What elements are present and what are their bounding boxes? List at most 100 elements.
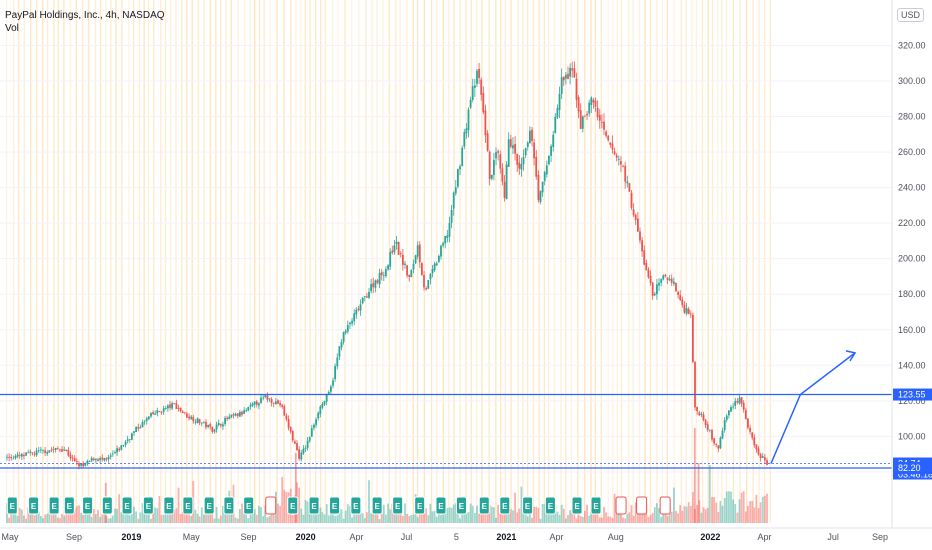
volume-bar	[613, 493, 616, 523]
volume-bar	[14, 510, 17, 523]
volume-bar	[764, 495, 766, 523]
earnings-marker	[287, 496, 299, 515]
candle	[344, 330, 347, 333]
volume-bar	[753, 507, 756, 523]
volume-bar	[351, 517, 353, 523]
session-band	[263, 0, 265, 523]
volume-bar	[262, 516, 265, 523]
candle	[399, 253, 402, 255]
volume-bar	[416, 517, 419, 523]
volume-label[interactable]: Vol	[5, 23, 19, 34]
candle	[351, 320, 353, 324]
volume-bar	[744, 511, 747, 523]
volume-bar	[346, 504, 349, 523]
candle	[245, 410, 248, 412]
candle	[694, 362, 696, 408]
volume-bar	[236, 518, 239, 523]
candle	[283, 406, 286, 416]
volume-bar	[497, 504, 499, 523]
candle	[670, 278, 673, 283]
candle	[107, 457, 110, 460]
candle	[560, 77, 563, 94]
volume-bar	[76, 506, 78, 523]
volume-bar	[402, 516, 404, 523]
earnings-marker	[615, 496, 627, 515]
volume-bar	[211, 512, 214, 523]
earnings-marker	[522, 496, 534, 515]
candle	[440, 245, 442, 257]
volume-bar	[355, 514, 358, 523]
candle	[766, 460, 768, 465]
volume-bar	[507, 511, 510, 523]
volume-bar	[571, 506, 574, 523]
candle	[664, 274, 667, 277]
candle	[480, 79, 483, 95]
volume-bar	[452, 504, 455, 523]
symbol-title[interactable]: PayPal Holdings, Inc., 4h, NASDAQ	[5, 10, 165, 21]
volume-bar	[454, 503, 457, 523]
currency-button[interactable]: USD	[896, 8, 924, 22]
volume-bar	[270, 508, 273, 523]
volume-bar	[382, 504, 385, 523]
candle	[349, 322, 351, 325]
y-tick-label: 200.00	[898, 254, 926, 264]
candle	[298, 449, 300, 459]
candle	[86, 460, 89, 464]
candle	[158, 411, 161, 413]
x-tick-label: 2021	[496, 532, 516, 542]
candle	[186, 413, 188, 418]
volume-bar	[306, 501, 309, 523]
candle	[565, 74, 567, 79]
candle	[325, 394, 328, 402]
candle	[321, 403, 324, 408]
volume-bar	[97, 509, 99, 523]
earnings-marker-label: E	[51, 502, 57, 511]
candle	[465, 128, 468, 134]
candle	[313, 424, 315, 428]
candle	[287, 419, 290, 428]
candle	[702, 414, 705, 420]
x-tick-label: Apr	[350, 532, 364, 542]
session-band	[459, 0, 461, 523]
candle	[700, 414, 703, 415]
volume-bar	[588, 515, 591, 523]
earnings-marker	[203, 496, 215, 515]
candle	[397, 242, 400, 255]
volume-bar	[509, 509, 512, 523]
candle	[548, 155, 550, 165]
volume-bar	[78, 505, 80, 523]
volume-bar	[313, 513, 315, 523]
candle	[490, 175, 493, 179]
candle	[588, 102, 591, 114]
candle	[241, 411, 243, 415]
candle	[484, 110, 487, 136]
candle	[571, 68, 574, 71]
candle	[641, 240, 643, 252]
candle	[637, 218, 639, 232]
volume-bar	[524, 509, 527, 523]
y-tick-label: 220.00	[898, 218, 926, 228]
session-band	[620, 0, 623, 523]
session-band	[105, 0, 107, 523]
earnings-marker	[142, 496, 154, 515]
session-band	[680, 0, 683, 523]
candle	[524, 148, 527, 156]
earnings-marker	[590, 496, 602, 515]
session-band	[721, 0, 723, 523]
session-band	[121, 0, 123, 523]
volume-bar	[715, 502, 718, 523]
candle	[213, 429, 216, 432]
candle	[429, 273, 432, 280]
candle	[368, 291, 370, 298]
volume-bar	[194, 509, 197, 523]
candle	[577, 97, 580, 112]
resistance-tag	[893, 388, 932, 401]
candle	[685, 308, 688, 314]
candle	[128, 439, 131, 440]
session-band	[99, 0, 102, 523]
candle	[120, 445, 123, 450]
session-band	[500, 0, 502, 523]
volume-bar	[660, 517, 663, 523]
session-band	[758, 0, 760, 523]
